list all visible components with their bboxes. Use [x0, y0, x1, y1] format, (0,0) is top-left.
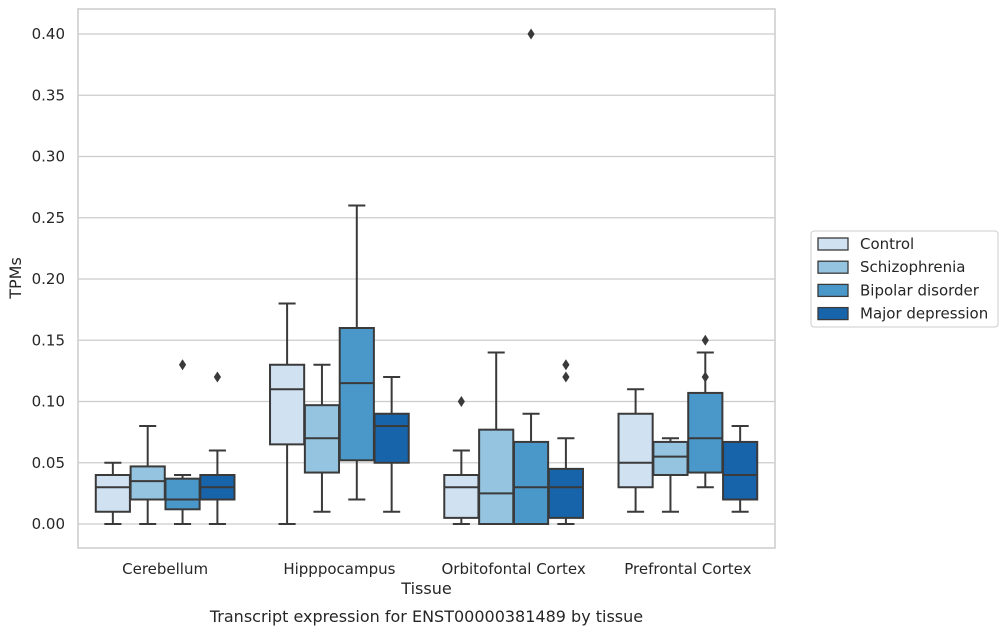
y-tick-label: 0.35: [32, 86, 65, 104]
legend-swatch: [818, 261, 848, 273]
legend-label: Major depression: [860, 305, 988, 323]
figure-caption: Transcript expression for ENST0000038148…: [209, 607, 643, 626]
y-tick-label: 0.00: [32, 515, 65, 533]
x-tick-label: Cerebellum: [122, 560, 208, 578]
legend-swatch: [818, 284, 848, 296]
x-tick-label: Hipppocampus: [283, 560, 395, 578]
y-tick-label: 0.25: [32, 209, 65, 227]
x-tick-label: Orbitofontal Cortex: [442, 560, 586, 578]
y-tick-label: 0.40: [32, 25, 65, 43]
box-iqr: [479, 430, 513, 524]
legend: Control Schizophrenia Bipolar disorder Majo…: [811, 231, 998, 327]
legend-swatch: [818, 308, 848, 320]
box-iqr: [653, 442, 687, 475]
x-axis-ticks: Cerebellum Hipppocampus Orbitofontal Corte…: [122, 560, 751, 578]
y-tick-label: 0.15: [32, 331, 65, 349]
legend-label: Schizophrenia: [860, 258, 965, 276]
box-iqr: [723, 442, 757, 500]
box-iqr: [688, 393, 722, 473]
box-iqr: [340, 328, 374, 460]
legend-label: Control: [860, 235, 914, 253]
legend-swatch: [818, 238, 848, 250]
x-tick-label: Prefrontal Cortex: [624, 560, 751, 578]
legend-item: Major depression: [818, 305, 988, 323]
legend-label: Bipolar disorder: [860, 281, 980, 299]
y-tick-label: 0.20: [32, 270, 65, 288]
y-tick-label: 0.10: [32, 393, 65, 411]
box-iqr: [165, 479, 199, 510]
box-iqr: [131, 466, 165, 499]
legend-item: Schizophrenia: [818, 258, 965, 276]
box-iqr: [375, 414, 409, 463]
legend-item: Bipolar disorder: [818, 281, 980, 299]
x-axis-title: Tissue: [400, 579, 451, 598]
box-iqr: [270, 365, 304, 445]
box-plot-chart: 0.00 0.05 0.10 0.15 0.20 0.25 0.30 0.35 0.40 Cer…: [0, 0, 1007, 634]
legend-item: Control: [818, 235, 914, 253]
y-axis-title: TPMs: [6, 257, 25, 300]
box-iqr: [444, 475, 478, 518]
box-iqr: [619, 414, 653, 488]
box-iqr: [514, 442, 548, 524]
box-iqr: [96, 475, 130, 512]
y-axis-ticks: 0.00 0.05 0.10 0.15 0.20 0.25 0.30 0.35 0.40: [32, 25, 65, 533]
y-tick-label: 0.30: [32, 148, 65, 166]
box-iqr: [549, 469, 583, 518]
y-tick-label: 0.05: [32, 454, 65, 472]
